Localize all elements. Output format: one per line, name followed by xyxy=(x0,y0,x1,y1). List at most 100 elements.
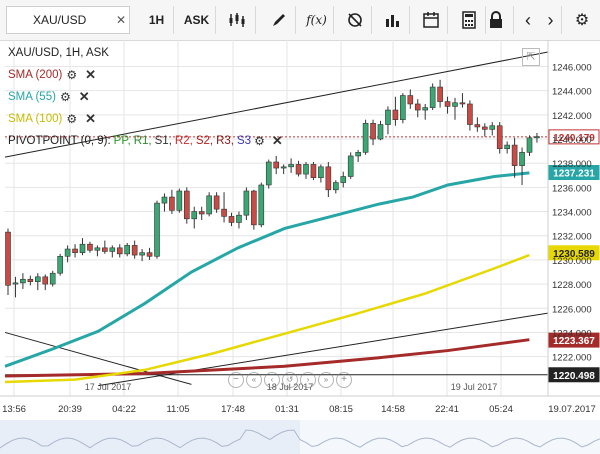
candle-body[interactable] xyxy=(42,276,49,285)
candle-body[interactable] xyxy=(251,190,257,226)
candle-body[interactable] xyxy=(340,176,347,183)
candle-body[interactable] xyxy=(5,231,11,286)
candle-body[interactable] xyxy=(452,102,458,107)
candle-body[interactable] xyxy=(526,137,533,153)
candle-body[interactable] xyxy=(154,202,160,257)
candle-body[interactable] xyxy=(213,195,220,210)
candle-body[interactable] xyxy=(20,278,26,284)
candle-body[interactable] xyxy=(392,109,399,120)
candle-body[interactable] xyxy=(102,247,108,252)
candle-body[interactable] xyxy=(377,124,384,140)
candle-body[interactable] xyxy=(422,107,429,111)
candle-body[interactable] xyxy=(191,211,198,220)
candle-body[interactable] xyxy=(34,276,41,282)
candle-body[interactable] xyxy=(236,214,242,223)
candle-body[interactable] xyxy=(407,95,414,105)
price-chart[interactable]: 1240.179 1237.231 1230.589 1223.367 1220.498… xyxy=(0,40,600,454)
symbol-search-box[interactable]: XAU/USD ✕ xyxy=(6,6,130,34)
candle-body[interactable] xyxy=(370,123,376,140)
indicators-button[interactable]: f(x) xyxy=(300,6,334,34)
close-icon[interactable]: ✕ xyxy=(85,111,96,126)
candle-body[interactable] xyxy=(280,166,287,169)
candle-body[interactable] xyxy=(332,182,339,191)
candle-body[interactable] xyxy=(228,216,235,223)
candle-body[interactable] xyxy=(303,164,309,175)
candle-body[interactable] xyxy=(504,144,510,150)
gear-icon[interactable]: ⚙ xyxy=(254,134,265,148)
candle-body[interactable] xyxy=(64,248,71,257)
candle-body[interactable] xyxy=(511,144,518,166)
gear-icon[interactable]: ⚙ xyxy=(66,112,78,126)
candle-body[interactable] xyxy=(184,190,190,220)
candle-body[interactable] xyxy=(347,155,354,177)
candle-body[interactable] xyxy=(385,109,391,125)
candle-body[interactable] xyxy=(139,252,145,256)
hide-drawings-button[interactable] xyxy=(338,6,372,34)
rewind-icon[interactable]: « xyxy=(246,372,262,388)
settings-button[interactable]: ⚙ xyxy=(568,6,596,34)
price-side-button[interactable]: ASK xyxy=(178,6,216,34)
scroll-right-button[interactable]: › xyxy=(540,6,562,34)
candle-body[interactable] xyxy=(161,196,168,204)
candle-body[interactable] xyxy=(318,166,324,179)
calendar-button[interactable] xyxy=(414,6,448,34)
draw-tool-button[interactable] xyxy=(262,6,296,34)
chart-type-button[interactable] xyxy=(220,6,256,34)
candle-body[interactable] xyxy=(325,166,332,191)
scroll-left-button[interactable]: ‹ xyxy=(518,6,538,34)
step-forward-icon[interactable]: › xyxy=(300,372,316,388)
candle-body[interactable] xyxy=(310,164,317,179)
candle-body[interactable] xyxy=(131,245,138,256)
candle-body[interactable] xyxy=(176,190,183,211)
candle-body[interactable] xyxy=(87,243,93,251)
fast-forward-icon[interactable]: » xyxy=(318,372,334,388)
candle-body[interactable] xyxy=(467,103,473,125)
calculator-button[interactable] xyxy=(452,6,486,34)
candle-body[interactable] xyxy=(534,136,540,139)
candle-body[interactable] xyxy=(414,103,421,111)
candle-body[interactable] xyxy=(496,125,503,150)
candle-body[interactable] xyxy=(206,195,212,215)
candle-body[interactable] xyxy=(288,164,294,168)
candle-body[interactable] xyxy=(27,278,34,282)
timeframe-button[interactable]: 1H xyxy=(140,6,174,34)
gear-icon[interactable]: ⚙ xyxy=(59,90,71,104)
candle-body[interactable] xyxy=(400,95,406,120)
close-icon[interactable]: ✕ xyxy=(271,133,283,148)
candle-body[interactable] xyxy=(273,161,280,169)
navigator-window[interactable] xyxy=(0,420,300,454)
candle-body[interactable] xyxy=(444,101,451,107)
candle-body[interactable] xyxy=(489,125,496,130)
close-icon[interactable]: ✕ xyxy=(85,67,96,82)
candle-body[interactable] xyxy=(243,190,250,216)
candle-body[interactable] xyxy=(94,247,101,251)
candle-body[interactable] xyxy=(265,161,272,186)
reset-icon[interactable]: ↺ xyxy=(282,372,298,388)
close-icon[interactable]: ✕ xyxy=(115,13,127,27)
candle-body[interactable] xyxy=(481,126,488,130)
candle-body[interactable] xyxy=(146,252,153,257)
candle-body[interactable] xyxy=(221,208,227,217)
candle-body[interactable] xyxy=(295,164,302,175)
candle-body[interactable] xyxy=(474,124,481,128)
plus-icon[interactable]: + xyxy=(336,372,352,388)
gear-icon[interactable]: ⚙ xyxy=(66,68,78,82)
symbol-input[interactable]: XAU/USD xyxy=(33,13,87,27)
candle-body[interactable] xyxy=(437,86,443,102)
candle-body[interactable] xyxy=(12,282,19,285)
candle-body[interactable] xyxy=(79,243,86,253)
candle-body[interactable] xyxy=(169,196,175,211)
candle-body[interactable] xyxy=(459,102,466,105)
step-back-icon[interactable]: ‹ xyxy=(264,372,280,388)
candle-body[interactable] xyxy=(355,152,361,157)
candle-body[interactable] xyxy=(109,247,116,252)
minus-icon[interactable]: − xyxy=(228,372,244,388)
bar-stats-button[interactable] xyxy=(376,6,410,34)
candle-body[interactable] xyxy=(429,86,436,108)
candle-body[interactable] xyxy=(116,247,123,255)
close-icon[interactable]: ✕ xyxy=(78,89,90,104)
trend-line[interactable] xyxy=(4,51,549,158)
candle-body[interactable] xyxy=(258,184,265,226)
lock-button[interactable] xyxy=(478,6,514,34)
candle-body[interactable] xyxy=(57,255,63,274)
